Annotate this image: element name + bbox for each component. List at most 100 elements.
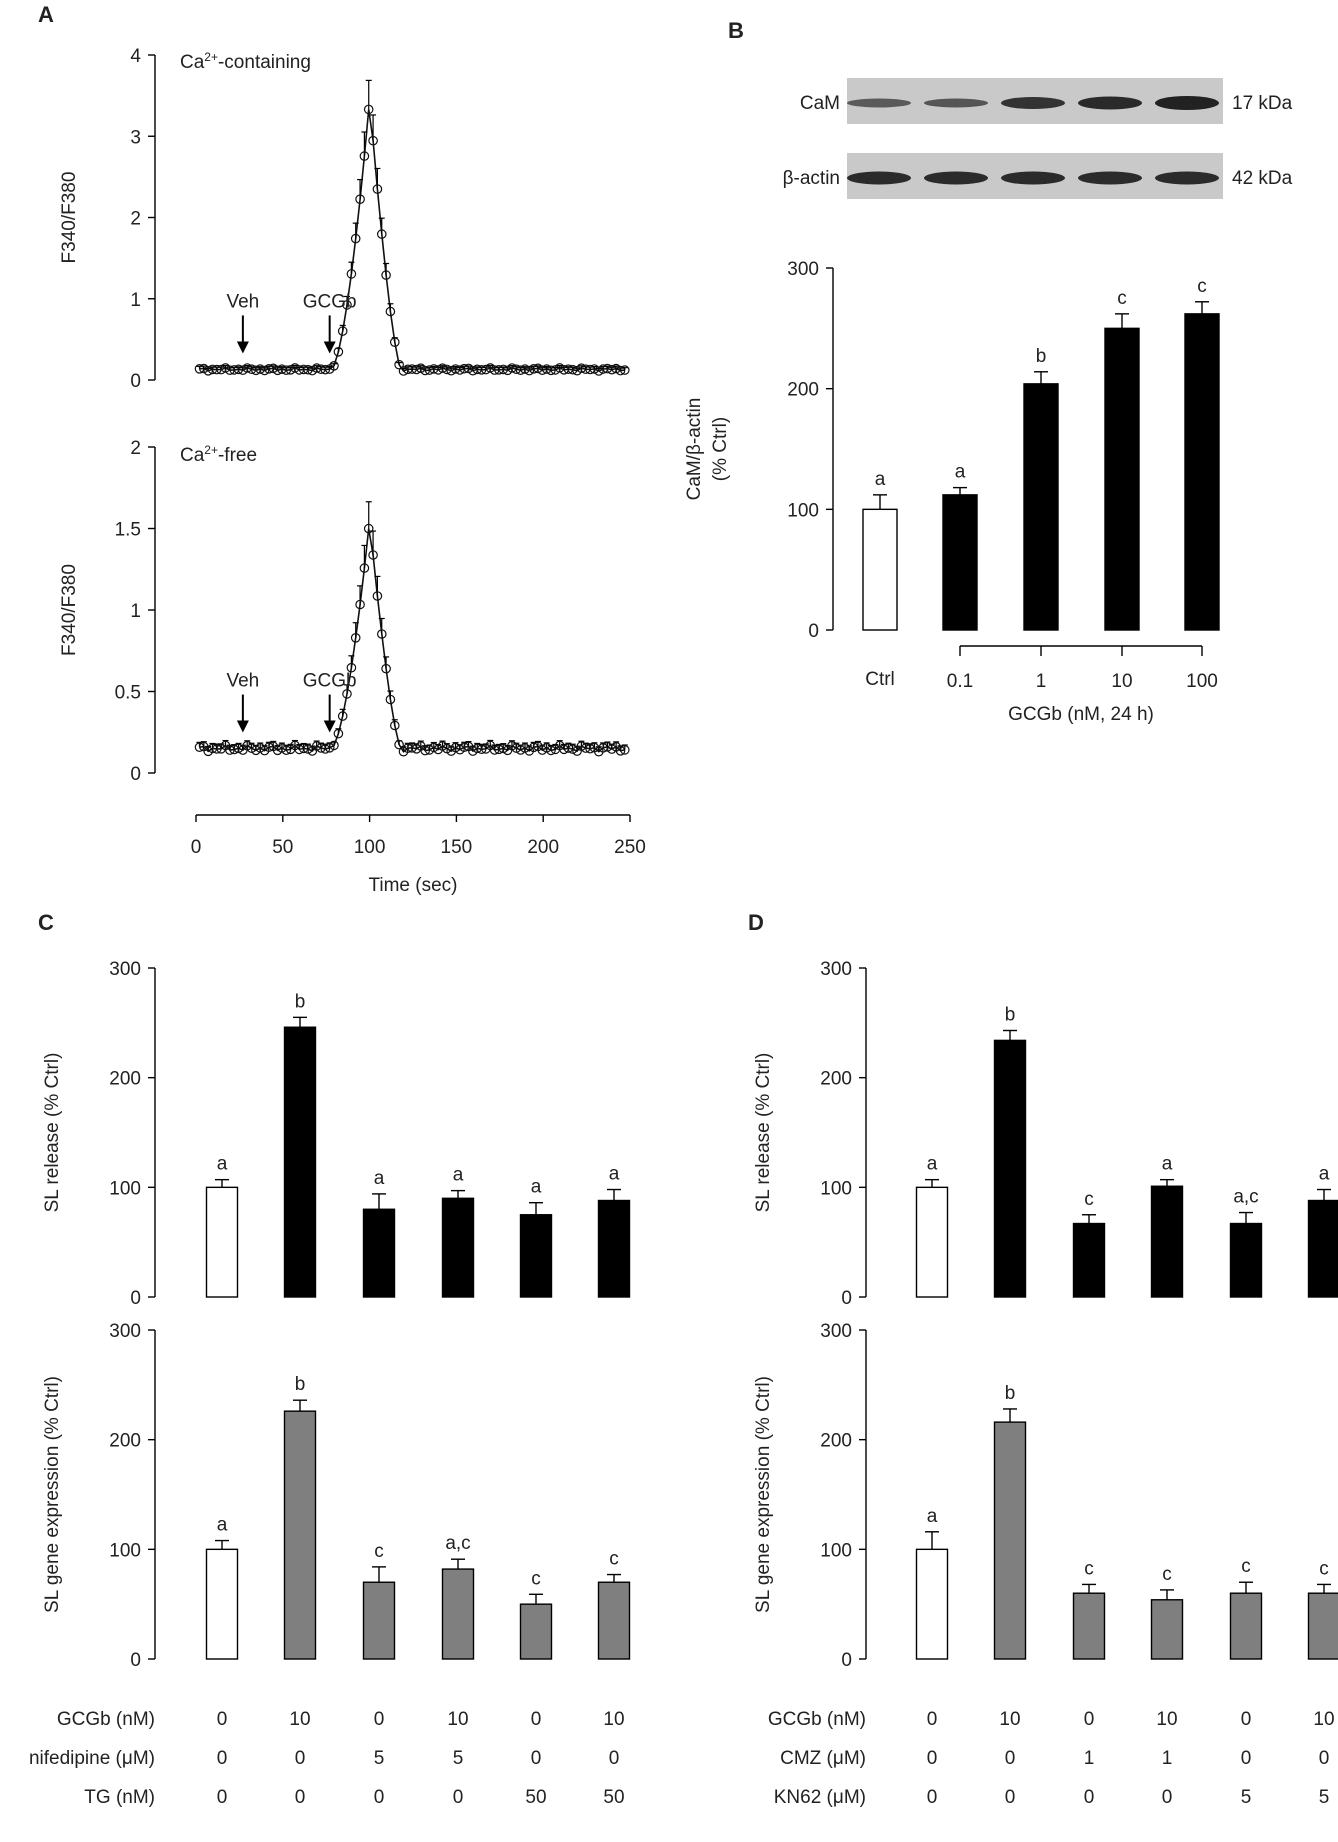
condition-value: 0	[1084, 1787, 1095, 1808]
condition-value: 10	[1313, 1709, 1334, 1730]
blot-band	[847, 98, 911, 108]
bar	[283, 1410, 317, 1660]
y-tick-label: 1	[130, 601, 141, 622]
y-axis-label-2: (% Ctrl)	[710, 417, 731, 481]
condition-value: 0	[1005, 1748, 1016, 1769]
y-tick-label: 200	[109, 1069, 141, 1090]
bar	[942, 494, 978, 631]
significance-letter: b	[1036, 346, 1047, 367]
arrow-head	[236, 341, 249, 354]
significance-letter: c	[609, 1549, 619, 1570]
condition-label: KN62 (μM)	[774, 1787, 866, 1808]
data-point	[593, 366, 604, 376]
data-point	[350, 233, 361, 244]
y-tick-label: 100	[820, 1178, 852, 1199]
y-tick-label: 100	[109, 1178, 141, 1199]
data-point	[333, 728, 344, 739]
x-tick-label: 50	[272, 837, 293, 858]
x-axis-label: GCGb (nM, 24 h)	[1008, 704, 1154, 725]
y-tick-label: 0.5	[115, 683, 141, 704]
significance-letter: a	[955, 462, 966, 483]
y-tick-label: 0	[130, 764, 141, 785]
bar	[915, 1186, 949, 1298]
x-tick-label: 100	[1186, 671, 1218, 692]
y-tick-label: 1.5	[115, 520, 141, 541]
x-tick-label: Ctrl	[865, 669, 895, 690]
significance-letter: b	[1005, 1005, 1016, 1026]
x-tick-label: 1	[1036, 671, 1047, 692]
condition-value: 0	[1162, 1787, 1173, 1808]
condition-value: 10	[447, 1709, 468, 1730]
blot-row-label: β-actin	[783, 168, 840, 189]
data-point	[546, 365, 556, 376]
significance-letter: a	[927, 1506, 938, 1527]
blot-size-label: 42 kDa	[1232, 168, 1293, 189]
x-tick-label: 250	[614, 837, 646, 858]
panel-letter-d: D	[748, 910, 764, 935]
bar	[205, 1548, 239, 1660]
bar	[993, 1039, 1027, 1298]
y-axis-label: F340/F380	[59, 564, 80, 656]
y-axis-label: F340/F380	[59, 172, 80, 264]
significance-letter: a	[875, 469, 886, 490]
significance-letter: a	[1319, 1164, 1330, 1185]
annotation-gcgb: GCGb	[303, 671, 357, 692]
significance-letter: b	[1005, 1383, 1016, 1404]
x-tick-label: 100	[354, 837, 386, 858]
blot-band	[847, 171, 911, 185]
blot-band	[924, 171, 988, 185]
data-point	[342, 300, 352, 310]
significance-letter: c	[1117, 288, 1127, 309]
significance-letter: a,c	[445, 1533, 470, 1554]
condition-value: 0	[217, 1709, 228, 1730]
y-axis-label: SL gene expression (% Ctrl)	[42, 1376, 63, 1613]
significance-letter: a	[453, 1165, 464, 1186]
condition-value: 0	[609, 1748, 620, 1769]
condition-value: 0	[1241, 1748, 1252, 1769]
data-point	[259, 365, 270, 376]
y-tick-label: 4	[130, 46, 141, 67]
data-point	[368, 550, 378, 560]
condition-value: 50	[525, 1787, 546, 1808]
bar	[1184, 313, 1220, 631]
data-point	[459, 742, 469, 752]
significance-letter: c	[531, 1568, 541, 1589]
data-point	[194, 742, 205, 752]
data-point	[368, 135, 378, 146]
condition-value: 10	[289, 1709, 310, 1730]
significance-letter: a	[374, 1168, 385, 1189]
significance-letter: c	[374, 1541, 384, 1562]
trace-line	[199, 528, 625, 753]
bar	[1307, 1199, 1338, 1298]
x-tick-label: 200	[527, 837, 559, 858]
data-point	[342, 689, 352, 699]
significance-letter: a	[217, 1154, 228, 1175]
data-point	[194, 363, 205, 374]
condition-value: 0	[374, 1787, 385, 1808]
data-point	[359, 151, 370, 161]
condition-value: 5	[1319, 1787, 1330, 1808]
x-tick-label: 150	[441, 837, 473, 858]
y-axis-label: SL release (% Ctrl)	[753, 1053, 774, 1213]
condition-value: 10	[1156, 1709, 1177, 1730]
data-point	[281, 365, 292, 375]
condition-value: 10	[999, 1709, 1020, 1730]
data-point	[346, 662, 357, 673]
bar	[993, 1421, 1027, 1660]
data-point	[363, 104, 374, 115]
data-point	[372, 184, 383, 194]
panel-letter-a: A	[38, 2, 54, 27]
significance-letter: c	[1319, 1558, 1329, 1579]
data-point	[329, 360, 339, 371]
y-tick-label: 0	[130, 1288, 141, 1309]
y-tick-label: 300	[787, 259, 819, 280]
data-point	[350, 632, 361, 643]
data-point	[337, 326, 348, 336]
data-point	[212, 364, 222, 375]
condition-value: 1	[1084, 1748, 1095, 1769]
condition-value: 0	[217, 1787, 228, 1808]
significance-letter: b	[295, 1374, 306, 1395]
bar	[915, 1548, 949, 1660]
data-point	[212, 744, 222, 754]
